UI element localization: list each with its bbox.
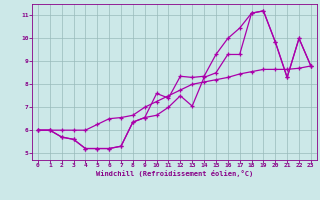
X-axis label: Windchill (Refroidissement éolien,°C): Windchill (Refroidissement éolien,°C) (96, 170, 253, 177)
